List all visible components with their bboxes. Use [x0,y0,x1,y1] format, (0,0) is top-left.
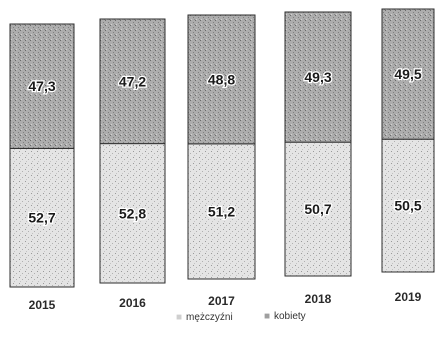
bar-kobiety-2018 [284,11,352,143]
category-label-2019: 2019 [395,290,422,304]
bar-mezczyzni-2018 [284,141,352,277]
bar-kobiety-2015 [9,23,75,149]
category-label-2017: 2017 [208,294,235,308]
value-label-kobiety-2016: 47,2 [119,73,146,89]
value-label-mezczyzni-2019: 50,5 [394,198,421,214]
category-label-2016: 2016 [119,296,146,310]
value-label-mezczyzni-2017: 51,2 [208,203,235,219]
bar-kobiety-2017 [187,14,256,145]
value-label-mezczyzni-2018: 50,7 [304,201,331,217]
bars-group: 52,7 47,3 52,8 47,2 51,2 48,8 50,7 49,3 50,5 49,5 [9,8,435,288]
bar-mezczyzni-2015 [9,147,75,288]
bar-mezczyzni-2019 [381,138,435,273]
bar-mezczyzni-2017 [187,143,256,280]
value-label-kobiety-2017: 48,8 [208,71,235,87]
category-label-2018: 2018 [305,292,332,306]
legend-marker-0: ■ [176,312,182,323]
category-label-2015: 2015 [29,298,56,312]
value-label-mezczyzni-2015: 52,7 [28,210,55,226]
legend-label-1: kobiety [274,311,306,322]
legend: ■ mężczyźni ■ kobiety [176,311,306,323]
bar-kobiety-2019 [381,8,435,140]
legend-label-0: mężczyźni [186,312,233,323]
category-labels: 2015 2016 2017 2018 2019 [29,290,422,312]
bar-kobiety-2016 [99,18,166,145]
value-label-kobiety-2018: 49,3 [304,69,331,85]
legend-marker-1: ■ [264,311,270,322]
value-label-kobiety-2015: 47,3 [28,78,55,94]
value-label-mezczyzni-2016: 52,8 [119,205,146,221]
value-label-kobiety-2019: 49,5 [394,66,421,82]
